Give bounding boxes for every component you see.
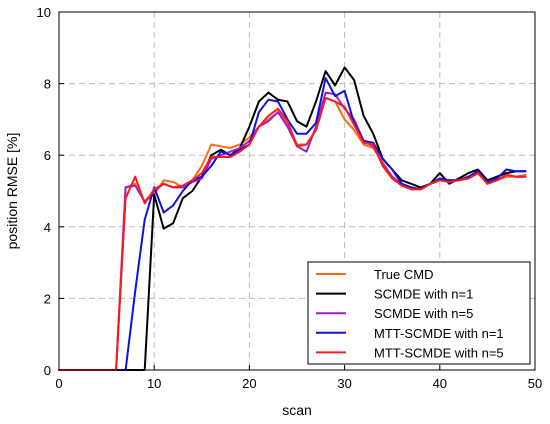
y-tick-label: 6 [44,148,51,163]
x-tick-label: 0 [55,376,62,391]
y-axis-label: position RMSE [%] [4,133,20,250]
y-axis-ticks: 0 2 4 6 8 10 [37,5,64,378]
y-tick-label: 4 [44,220,51,235]
y-tick-label: 8 [44,77,51,92]
y-tick-label: 2 [44,291,51,306]
x-axis-label: scan [282,402,312,418]
y-tick-label: 10 [37,5,51,20]
legend: True CMD SCMDE with n=1 SCMDE with n=5 MTT-… [307,261,531,365]
legend-label-3: SCMDE with n=5 [374,306,473,321]
x-tick-label: 10 [147,376,161,391]
x-axis-ticks: 0 10 20 30 40 50 [55,365,542,391]
x-tick-label: 50 [528,376,542,391]
plot-frame [58,11,536,371]
x-tick-label: 40 [433,376,447,391]
legend-label-1: True CMD [374,267,433,282]
legend-label-5: MTT-SCMDE with n=5 [374,345,504,360]
x-tick-label: 30 [337,376,351,391]
x-tick-label: 20 [242,376,256,391]
legend-label-2: SCMDE with n=1 [374,287,473,302]
series-line-5 [58,96,527,371]
series-line-4 [58,77,527,371]
y-tick-label: 0 [44,363,51,378]
legend-label-4: MTT-SCMDE with n=1 [374,326,504,341]
